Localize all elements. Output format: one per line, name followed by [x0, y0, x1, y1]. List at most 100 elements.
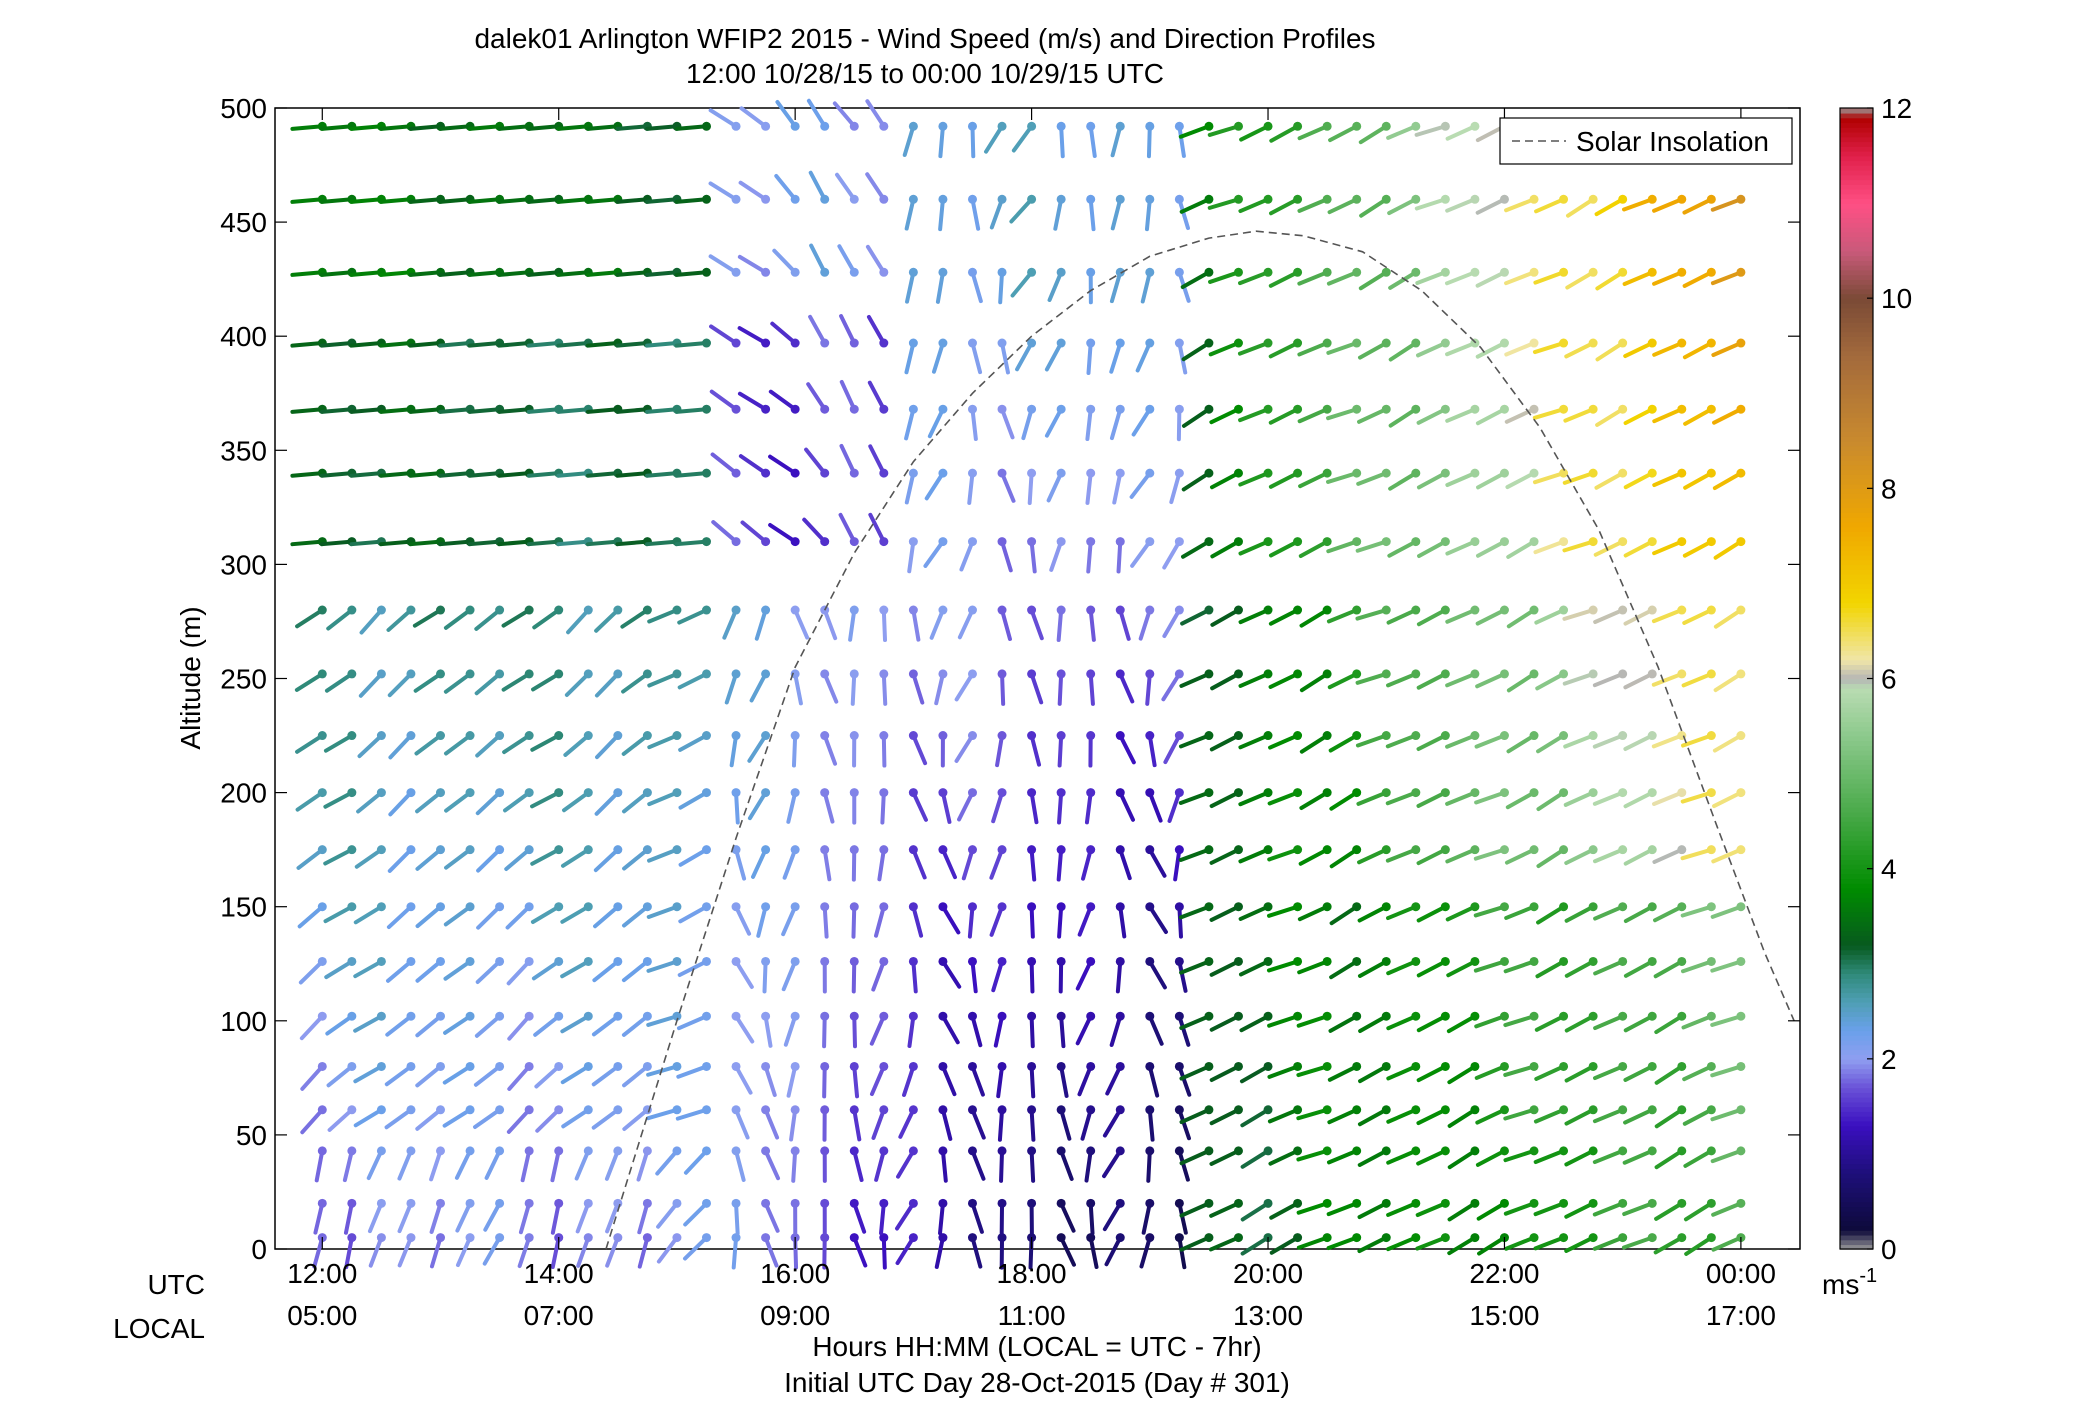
wind-barb-staff	[678, 733, 709, 752]
wind-barb-dot	[879, 338, 889, 348]
wind-barb-dot	[908, 468, 918, 478]
wind-barb-staff	[294, 671, 325, 692]
colorbar-segment	[1840, 664, 1873, 670]
wind-barb-staff	[1386, 1148, 1418, 1165]
wind-barb-staff	[366, 1148, 384, 1181]
wind-barb-staff	[1653, 959, 1684, 979]
wind-barb-staff	[384, 1064, 413, 1087]
wind-barb-staff	[1000, 539, 1013, 573]
wind-barb-staff	[560, 1014, 591, 1034]
wind-barb-dot	[1736, 404, 1746, 414]
wind-barb-staff	[991, 959, 1005, 993]
wind-barb-dot	[820, 1011, 830, 1021]
wind-barb-dot	[731, 194, 741, 204]
colorbar-tick-label: 0	[1881, 1234, 1897, 1265]
wind-barb-dot	[997, 731, 1007, 741]
wind-barb-staff	[367, 1201, 384, 1234]
wind-barb-dot	[1529, 956, 1539, 966]
wind-barb-staff	[677, 671, 709, 690]
wind-barb-dot	[1322, 468, 1332, 478]
x-tick-label-local: 05:00	[287, 1300, 357, 1331]
wind-barb-dot	[1115, 194, 1125, 204]
wind-barb-staff	[1623, 790, 1655, 809]
wind-barb-staff	[560, 904, 591, 924]
wind-barb-dot	[1293, 845, 1303, 855]
wind-barb-staff	[349, 197, 384, 204]
wind-barb-dot	[938, 956, 948, 966]
wind-barb-dot	[1352, 788, 1362, 798]
wind-barb-dot	[465, 1011, 475, 1021]
colorbar-segment	[1840, 887, 1873, 894]
wind-barb-dot	[347, 669, 357, 679]
wind-barb-dot	[701, 1233, 711, 1243]
wind-barb-staff	[1682, 608, 1714, 625]
colorbar-segment	[1840, 992, 1873, 998]
wind-barb-staff	[1445, 671, 1477, 688]
wind-barb-staff	[934, 671, 945, 706]
wind-barb-dot	[1381, 902, 1391, 912]
wind-barb-staff	[1296, 1107, 1330, 1121]
wind-barb-staff	[1503, 1201, 1537, 1216]
wind-barb-staff	[646, 959, 679, 973]
wind-barb-dot	[1027, 669, 1037, 679]
wind-barb-dot	[1736, 731, 1746, 741]
wind-barb-staff	[1595, 407, 1625, 427]
wind-barb-dot	[997, 788, 1007, 798]
wind-barb-dot	[820, 956, 830, 966]
wind-barb-staff	[989, 197, 1005, 230]
wind-barb-dot	[1174, 1105, 1184, 1115]
wind-barb-staff	[1115, 959, 1123, 994]
colorbar-segment	[1840, 507, 1873, 513]
colorbar-segment	[1840, 773, 1873, 780]
wind-barb-staff	[1386, 1064, 1418, 1081]
wind-barb-dot	[1559, 788, 1569, 798]
wind-barb-dot	[1381, 1061, 1391, 1071]
wind-barb-staff	[1088, 671, 1095, 706]
wind-barb-staff	[1057, 904, 1064, 939]
wind-barb-staff	[1653, 904, 1684, 923]
wind-barb-staff	[970, 1235, 983, 1269]
colorbar-segment	[1840, 716, 1873, 723]
wind-barb-dot	[1204, 194, 1214, 204]
wind-barb-staff	[1474, 1064, 1507, 1080]
wind-barb-staff	[1533, 1235, 1566, 1251]
wind-barb-staff	[550, 1235, 561, 1269]
wind-barb-dot	[1440, 404, 1450, 414]
wind-barb-dot	[1293, 1105, 1303, 1115]
wind-barb-dot	[1233, 404, 1243, 414]
wind-barb-dot	[1559, 1233, 1569, 1243]
wind-barb-dot	[524, 1146, 534, 1156]
wind-barb-staff	[1147, 847, 1167, 878]
wind-barb-dot	[1204, 1146, 1214, 1156]
wind-barb-staff	[1209, 1148, 1241, 1166]
wind-barb-staff	[970, 959, 978, 994]
wind-barb-staff	[620, 608, 650, 629]
colorbar-segment	[1840, 1130, 1873, 1136]
wind-barb-dot	[701, 1146, 711, 1156]
wind-barb-staff	[1009, 197, 1034, 224]
wind-barb-dot	[642, 669, 652, 679]
colorbar-tick-label: 8	[1881, 473, 1897, 504]
colorbar-segment	[1840, 607, 1873, 613]
wind-barb-staff	[526, 270, 561, 277]
wind-barb-dot	[997, 194, 1007, 204]
wind-barb-staff	[530, 733, 561, 752]
wind-barb-staff	[387, 671, 413, 698]
wind-barb-staff	[1296, 1064, 1330, 1078]
colorbar-segment	[1840, 255, 1873, 261]
colorbar-segment	[1840, 531, 1873, 537]
colorbar-segment	[1840, 578, 1873, 585]
colorbar-segment	[1840, 635, 1873, 642]
wind-barb-staff	[1238, 407, 1271, 423]
wind-barb-dot	[465, 956, 475, 966]
wind-barb-staff	[852, 1064, 860, 1099]
wind-barb-staff	[300, 1107, 325, 1135]
wind-barb-staff	[1713, 539, 1743, 560]
wind-barb-staff	[905, 270, 916, 304]
wind-barb-dot	[436, 1105, 446, 1115]
wind-barb-dot	[1263, 121, 1273, 131]
wind-barb-dot	[1440, 1061, 1450, 1071]
wind-barb-staff	[1415, 1201, 1448, 1218]
wind-barb-staff	[1475, 270, 1507, 288]
wind-barb-dot	[672, 788, 682, 798]
